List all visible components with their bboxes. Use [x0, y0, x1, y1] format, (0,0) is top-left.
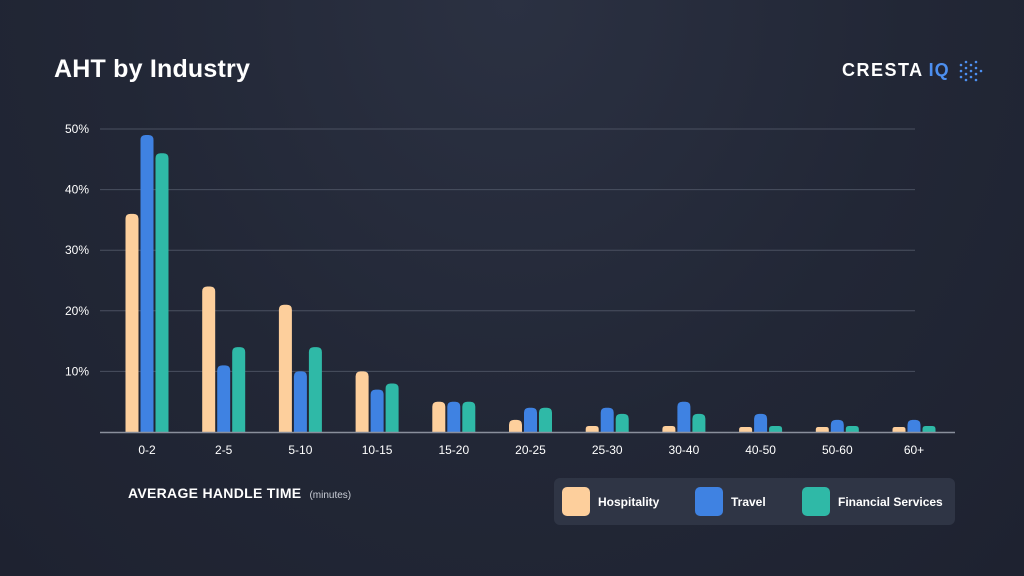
x-axis-title-unit: (minutes): [309, 490, 352, 501]
x-tick-label: 30-40: [669, 443, 700, 457]
brand-word: CRESTA: [842, 60, 924, 80]
legend-item-hospitality: Hospitality: [562, 487, 659, 516]
x-tick-label: 15-20: [438, 443, 469, 457]
bar-financial-services-40-50: [769, 425, 783, 432]
bar-financial-services-5-10: [308, 347, 322, 432]
legend-label-travel: Travel: [731, 494, 766, 509]
brand-wordmark: CRESTA IQ: [842, 61, 950, 81]
bar-hospitality-50-60: [815, 427, 829, 432]
bar-hospitality-30-40: [662, 425, 676, 432]
bar-hospitality-20-25: [509, 419, 522, 432]
bar-travel-25-30: [600, 407, 614, 432]
legend-item-financial-services: Financial Services: [802, 487, 943, 516]
bar-hospitality-60+: [892, 427, 906, 432]
x-tick-label: 5-10: [288, 443, 312, 457]
bar-travel-2-5: [217, 365, 231, 432]
x-axis-title-main: AVERAGE HANDLE TIME: [128, 485, 302, 501]
y-tick-label: 50%: [65, 122, 89, 136]
bar-travel-5-10: [293, 371, 307, 432]
bar-financial-services-15-20: [462, 401, 476, 432]
brand-accent: IQ: [928, 60, 950, 80]
legend: Hospitality Travel Financial Services: [554, 478, 955, 525]
bar-hospitality-25-30: [585, 425, 599, 432]
x-tick-label: 50-60: [822, 443, 853, 457]
x-tick-label: 40-50: [745, 443, 776, 457]
x-tick-label: 10-15: [362, 443, 393, 457]
x-tick-label: 20-25: [515, 443, 546, 457]
y-tick-label: 30%: [65, 243, 89, 257]
bar-financial-services-2-5: [232, 347, 246, 432]
bar-travel-10-15: [370, 389, 384, 432]
y-tick-label: 20%: [65, 304, 89, 318]
bar-financial-services-30-40: [692, 413, 706, 432]
bar-hospitality-0-2: [125, 213, 139, 432]
y-tick-label: 10%: [65, 364, 89, 378]
chart-title: AHT by Industry: [54, 55, 251, 83]
bar-financial-services-60+: [922, 425, 936, 432]
bar-hospitality-15-20: [432, 401, 446, 432]
bar-hospitality-5-10: [278, 304, 292, 432]
bars: [125, 135, 936, 433]
x-tick-label: 0-2: [138, 443, 156, 457]
x-axis-title: AVERAGE HANDLE TIME (minutes): [128, 485, 351, 501]
legend-swatch-hospitality: [562, 487, 590, 516]
legend-label-financial-services: Financial Services: [838, 494, 943, 509]
legend-item-travel: Travel: [695, 487, 766, 516]
bar-travel-15-20: [447, 401, 461, 432]
x-tick-label: 25-30: [592, 443, 623, 457]
bar-travel-50-60: [830, 419, 844, 432]
legend-label-hospitality: Hospitality: [598, 494, 660, 509]
bar-hospitality-2-5: [202, 286, 216, 432]
x-axis-ticks: 0-2 2-5 5-10 10-15 15-20 20-25 25-30 30-40 40-50…: [138, 443, 924, 457]
bar-travel-30-40: [677, 401, 691, 432]
legend-swatch-travel: [695, 487, 723, 516]
y-tick-label: 40%: [65, 183, 89, 197]
gridlines: [100, 128, 915, 372]
x-tick-label: 2-5: [215, 443, 233, 457]
bar-travel-20-25: [524, 407, 537, 432]
brand-logo: CRESTA IQ: [842, 59, 984, 83]
x-tick-label: 60+: [904, 443, 924, 457]
legend-swatch-financial-services: [802, 487, 830, 516]
bar-travel-40-50: [754, 413, 768, 432]
bar-financial-services-10-15: [385, 383, 399, 432]
bar-financial-services-25-30: [615, 413, 629, 432]
bar-hospitality-10-15: [355, 371, 369, 432]
dot-grid-logo-icon: [959, 60, 982, 82]
bar-financial-services-50-60: [845, 425, 859, 432]
bar-travel-60+: [907, 419, 921, 432]
bar-hospitality-40-50: [739, 427, 753, 432]
bar-financial-services-0-2: [155, 153, 169, 433]
bar-financial-services-20-25: [539, 407, 552, 432]
bar-travel-0-2: [140, 135, 154, 432]
y-axis-ticks: 10% 20% 30% 40% 50%: [65, 122, 89, 378]
